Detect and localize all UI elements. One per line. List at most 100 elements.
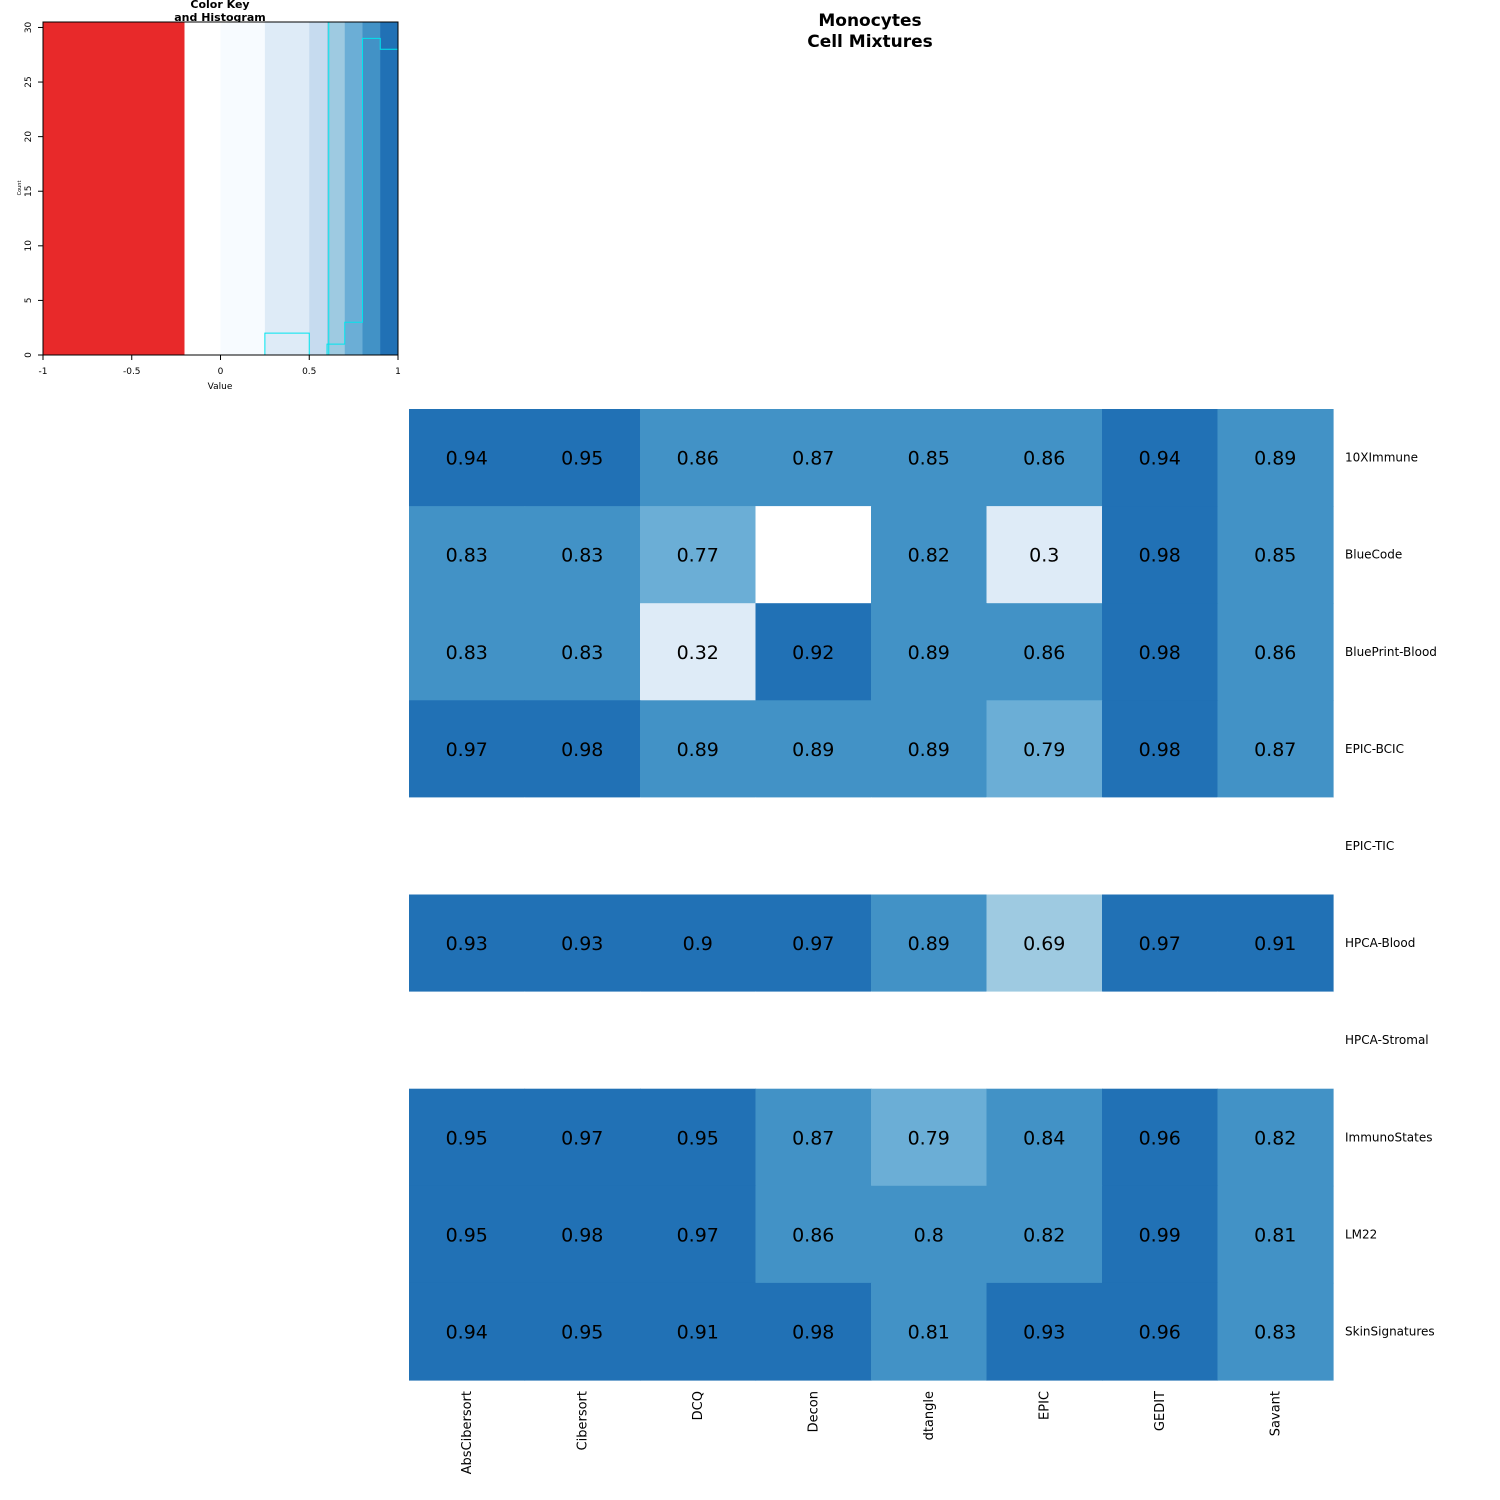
heatmap-cell [871, 797, 988, 896]
color-key-band [309, 22, 328, 355]
cell-value-label: 0.96 [1139, 1321, 1181, 1343]
cell-value-label: 0.93 [561, 933, 603, 955]
cell-value-label: 0.83 [561, 545, 603, 567]
heatmap-cell [986, 603, 1103, 701]
cell-value-label: 0.95 [677, 1127, 719, 1149]
heatmap-cell [640, 1185, 757, 1284]
y-tick-label: 5 [24, 298, 34, 304]
heatmap-cell [1217, 894, 1334, 993]
cell-value-label: 0.86 [1023, 448, 1065, 470]
heatmap-cell [1217, 1185, 1334, 1284]
cell-value-label: 0.94 [446, 448, 488, 470]
heatmap-cell [1102, 506, 1219, 604]
heatmap-cell [871, 603, 988, 701]
column-labels: AbsCibersort Cibersort DCQ Decon dtangle EPIC… [460, 1391, 1284, 1474]
cell-value-label: 0.91 [677, 1321, 719, 1343]
cell-value-label: 0.83 [446, 642, 488, 664]
cell-value-label: 0.85 [908, 448, 950, 470]
cell-value-label: 0.86 [792, 1224, 834, 1246]
color-key-title-line2: and Histogram [174, 11, 265, 24]
color-key: Color Key and Histogram -1 -0.5 0 0.5 105101… [17, 0, 401, 392]
column-label: dtangle [922, 1391, 937, 1440]
heatmap-cell [986, 991, 1103, 1090]
color-key-band [220, 22, 266, 355]
heatmap-cell [986, 797, 1103, 896]
cell-value-label: 0.32 [677, 642, 719, 664]
cell-value-label: 0.98 [1139, 545, 1181, 567]
color-key-band [43, 22, 186, 355]
cell-value-label: 0.83 [561, 642, 603, 664]
row-label: ImmunoStates [1345, 1130, 1433, 1144]
cell-value-label: 0.9 [683, 933, 713, 955]
heatmap-cell [1102, 1185, 1219, 1284]
heatmap-cell [871, 1282, 988, 1381]
color-key-band [362, 22, 381, 355]
cell-value-label: 0.83 [1254, 1321, 1296, 1343]
cell-value-label: 0.82 [1254, 1127, 1296, 1149]
cell-value-label: 0.69 [1023, 933, 1065, 955]
color-key-bands [43, 22, 399, 355]
heatmap-cell [1217, 797, 1334, 896]
heatmap-cell [1102, 603, 1219, 701]
cell-value-label: 0.98 [1139, 739, 1181, 761]
row-label: EPIC-TIC [1345, 839, 1394, 853]
cell-value-label: 0.89 [908, 739, 950, 761]
heatmap-cell [524, 894, 641, 993]
row-label: HPCA-Blood [1345, 936, 1415, 950]
x-tick-label: -1 [39, 367, 48, 377]
heatmap-cell [524, 1185, 641, 1284]
row-label: HPCA-Stromal [1345, 1033, 1429, 1047]
heatmap-cell [986, 506, 1103, 604]
y-tick-label: 20 [24, 131, 34, 143]
heatmap-cell [524, 991, 641, 1090]
cell-value-label: 0.95 [446, 1127, 488, 1149]
cell-value-label: 0.94 [446, 1321, 488, 1343]
cell-value-label: 0.98 [792, 1321, 834, 1343]
heatmap-cell [1102, 991, 1219, 1090]
cell-value-label: 0.98 [561, 739, 603, 761]
row-label: BlueCode [1345, 548, 1402, 562]
heatmap-cell [986, 1088, 1103, 1187]
heatmap-cell [640, 603, 757, 701]
chart-title-line1: Monocytes [818, 11, 921, 31]
cell-value-label: 0.89 [1254, 448, 1296, 470]
row-labels: 10XImmune BlueCode BluePrint-Blood EPIC-BCI… [1345, 451, 1437, 1339]
x-tick-label: 1 [395, 367, 401, 377]
heatmap-cell [871, 409, 988, 507]
y-tick-label: 30 [24, 21, 34, 33]
heatmap-cell [524, 797, 641, 896]
heatmap-cell [755, 506, 872, 604]
heatmap-cell [755, 1282, 872, 1381]
color-key-band [327, 22, 346, 355]
heatmap-cell [409, 603, 526, 701]
heatmap-cell [1102, 894, 1219, 993]
cell-value-label: 0.93 [1023, 1321, 1065, 1343]
y-tick-label: 25 [24, 76, 34, 87]
heatmap-cell [409, 700, 526, 798]
heatmap-cell [640, 894, 757, 993]
heatmap-cell [986, 1185, 1103, 1284]
heatmap-cell [1217, 700, 1334, 798]
heatmap-cell [755, 603, 872, 701]
heatmap-cell [640, 1088, 757, 1187]
heatmap-cell [1102, 1088, 1219, 1187]
cell-value-label: 0.89 [908, 642, 950, 664]
heatmap-cell [871, 1088, 988, 1187]
heatmap-cell [1217, 603, 1334, 701]
cell-value-label: 0.89 [677, 739, 719, 761]
heatmap-cell [871, 1185, 988, 1284]
cell-value-label: 0.89 [792, 739, 834, 761]
x-tick-label: 0 [218, 367, 224, 377]
cell-value-label: 0.97 [561, 1127, 603, 1149]
cell-value-label: 0.79 [908, 1127, 950, 1149]
cell-value-label: 0.79 [1023, 739, 1065, 761]
x-tick-label: -0.5 [123, 367, 141, 377]
heatmap-cell [1102, 409, 1219, 507]
color-key-band [380, 22, 399, 355]
heatmap-cell [409, 991, 526, 1090]
heatmap-cell [1217, 506, 1334, 604]
heatmap-cell [640, 506, 757, 604]
heatmap-cell [871, 506, 988, 604]
heatmap-cell [1102, 797, 1219, 896]
